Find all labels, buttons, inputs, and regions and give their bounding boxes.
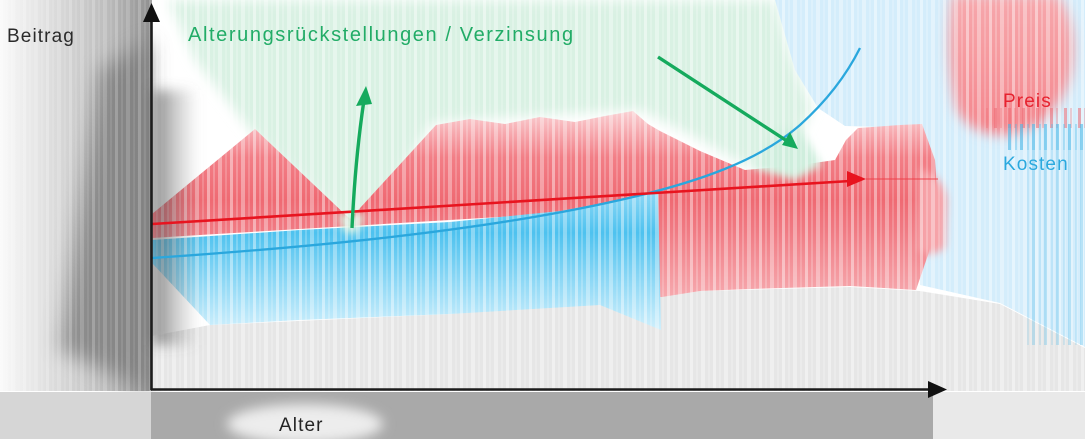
annotation-arrow-down xyxy=(657,55,788,143)
blue-streak-band xyxy=(1008,124,1085,150)
annotation-arrow-up xyxy=(350,99,366,229)
preis-line xyxy=(151,179,851,226)
axis-smear-right xyxy=(153,90,198,345)
x-axis-label: Alter xyxy=(279,415,324,436)
preis-line-arrowhead-icon xyxy=(847,171,866,187)
streak-texture-left xyxy=(0,0,152,391)
blue-streak-column xyxy=(1025,150,1085,345)
annotation-arrow-up-head-icon xyxy=(356,86,372,106)
bottom-strip-right xyxy=(933,392,1085,439)
kosten-series-label: Kosten xyxy=(1003,154,1069,175)
annotation-label: Alterungsrückstellungen / Verzinsung xyxy=(188,24,575,46)
bottom-strip-left xyxy=(0,392,151,439)
y-axis-arrowhead-icon xyxy=(143,3,160,22)
annotation-arrow-down-head-icon xyxy=(782,132,798,149)
preis-series-label: Preis xyxy=(1003,91,1052,112)
alter-label-halo xyxy=(227,404,383,439)
x-axis-arrowhead-icon xyxy=(928,381,947,398)
red-streak-band xyxy=(985,108,1085,128)
y-axis-label: Beitrag xyxy=(7,26,75,47)
